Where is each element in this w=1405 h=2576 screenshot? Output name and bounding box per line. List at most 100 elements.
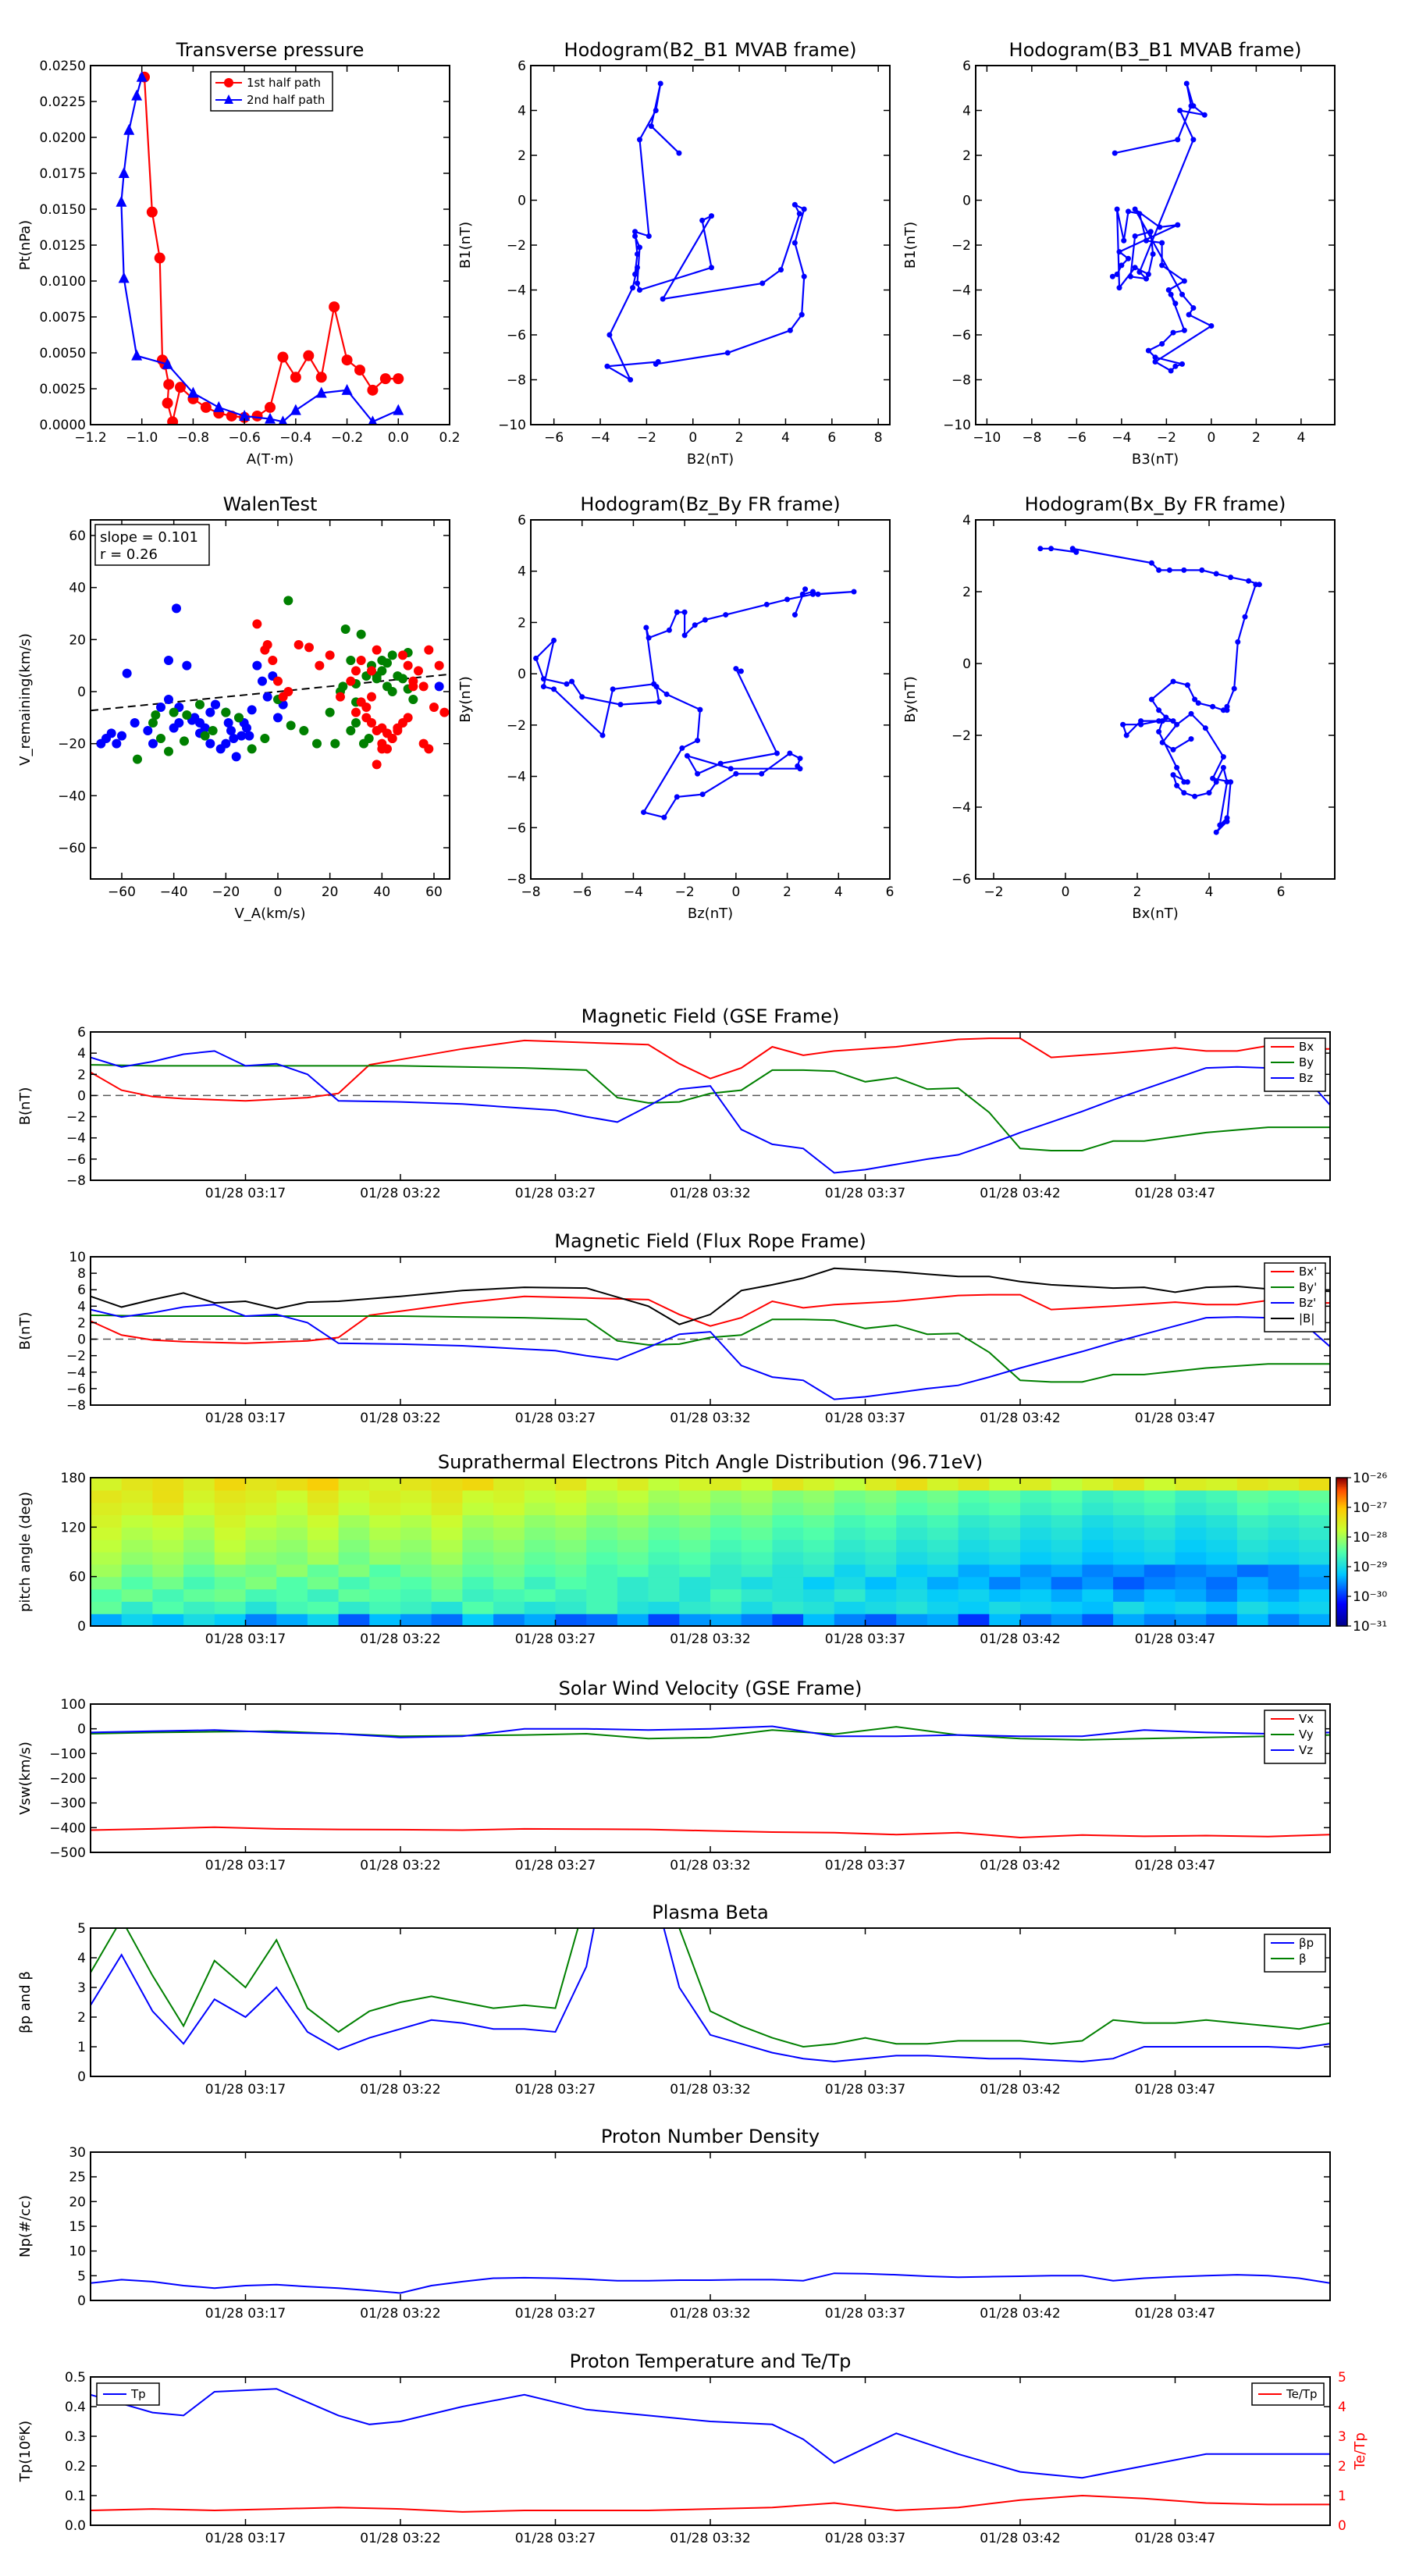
- colorbar-cell: [1336, 1615, 1347, 1618]
- y-tick-label: 2: [962, 585, 971, 600]
- y-tick-label: 0: [518, 667, 526, 682]
- heatmap-cell: [214, 1502, 247, 1516]
- y-tick-label: 2: [77, 1315, 86, 1331]
- marker-circle: [163, 379, 175, 390]
- y-tick-label: −4: [507, 770, 526, 785]
- heatmap-cell: [1144, 1478, 1176, 1491]
- y-tick-label: 30: [69, 2145, 86, 2161]
- y-axis-label: Pt(nPa): [17, 220, 34, 270]
- marker-circle: [175, 382, 186, 393]
- heatmap-cell: [338, 1489, 370, 1503]
- heatmap-cell: [617, 1601, 649, 1614]
- hodogram-point: [632, 233, 638, 239]
- x-tick-label: 01/28 03:32: [670, 2531, 750, 2546]
- x-tick-label: 40: [374, 884, 391, 900]
- heatmap-cell: [214, 1478, 247, 1491]
- scatter-point: [195, 699, 205, 710]
- scatter-point: [247, 705, 257, 715]
- heatmap-cell: [958, 1478, 990, 1491]
- heatmap-cell: [648, 1552, 680, 1565]
- scatter-point: [172, 603, 181, 614]
- legend-label: Bz': [1299, 1296, 1316, 1310]
- heatmap-cell: [896, 1589, 928, 1602]
- y-tick-label: 60: [69, 1570, 86, 1585]
- x-tick-label: 0: [1062, 884, 1070, 900]
- heatmap-cell: [307, 1489, 340, 1503]
- heatmap-cell: [1175, 1514, 1207, 1528]
- x-tick-label: 8: [874, 430, 883, 446]
- colorbar-cell: [1336, 1562, 1347, 1564]
- hodogram-point: [695, 770, 701, 777]
- plot-area: [1037, 546, 1262, 835]
- hodogram-point: [1168, 291, 1174, 297]
- heatmap-cell: [431, 1478, 463, 1491]
- x-tick-label: 01/28 03:47: [1135, 1858, 1215, 1873]
- y-tick-label: 120: [61, 1520, 86, 1535]
- hodogram-point: [646, 233, 652, 239]
- scatter-point: [382, 658, 392, 668]
- colorbar-cell: [1336, 1559, 1347, 1561]
- heatmap-cell: [1299, 1539, 1330, 1553]
- x-tick-label: 01/28 03:22: [360, 2306, 440, 2322]
- colorbar-cell: [1336, 1596, 1347, 1599]
- heatmap-cell: [865, 1514, 897, 1528]
- heatmap-cell: [555, 1527, 587, 1540]
- y-tick-label: 0.2: [65, 2459, 86, 2475]
- heatmap-cell: [555, 1489, 587, 1503]
- heatmap-cell: [276, 1478, 308, 1491]
- scatter-point: [336, 692, 345, 702]
- heatmap-cell: [91, 1514, 123, 1528]
- heatmap-cell: [524, 1478, 557, 1491]
- plot-frame: [530, 65, 891, 425]
- heatmap-cell: [1113, 1601, 1145, 1614]
- heatmap-cell: [648, 1502, 680, 1516]
- heatmap-cell: [121, 1539, 153, 1553]
- x-tick-label: 01/28 03:47: [1135, 1186, 1215, 1201]
- colorbar-cell: [1336, 1618, 1347, 1621]
- heatmap-cell: [307, 1478, 340, 1491]
- colorbar-cell: [1336, 1564, 1347, 1566]
- scatter-point: [273, 676, 283, 686]
- heatmap-cell: [431, 1601, 463, 1614]
- colorbar-cell: [1336, 1584, 1347, 1587]
- heatmap-cell: [927, 1564, 959, 1578]
- heatmap-cell: [834, 1539, 866, 1553]
- scatter-point: [180, 736, 189, 746]
- annotation-text: slope = 0.101: [100, 529, 198, 546]
- y-tick-label: 0: [962, 656, 971, 672]
- colorbar-cell: [1336, 1617, 1347, 1620]
- heatmap-cell: [1236, 1539, 1269, 1553]
- heatmap-cell: [772, 1489, 804, 1503]
- heatmap-cell: [741, 1514, 773, 1528]
- legend-label: By: [1299, 1055, 1314, 1069]
- y-tick-label: 3: [77, 1980, 86, 1996]
- marker-triangle: [341, 383, 353, 395]
- heatmap-cell: [1051, 1502, 1083, 1516]
- hodogram-point: [1220, 754, 1226, 760]
- colorbar-cell: [1336, 1514, 1347, 1517]
- heatmap-cell: [183, 1601, 215, 1614]
- heatmap-cell: [586, 1489, 618, 1503]
- heatmap-cell: [679, 1514, 711, 1528]
- heatmap-cell: [524, 1502, 557, 1516]
- heatmap-cell: [1082, 1601, 1114, 1614]
- heatmap-cell: [245, 1564, 277, 1578]
- heatmap-cell: [1268, 1478, 1300, 1491]
- y-tick-label: −6: [66, 1382, 86, 1397]
- heatmap-cell: [803, 1601, 835, 1614]
- heatmap-cell: [803, 1478, 835, 1491]
- y-tick-label: 1: [77, 2040, 86, 2055]
- heatmap-cell: [431, 1614, 463, 1626]
- heatmap-cell: [586, 1601, 618, 1614]
- heatmap-cell: [152, 1589, 184, 1602]
- heatmap-cell: [338, 1514, 370, 1528]
- panel-title: Magnetic Field (Flux Rope Frame): [554, 1230, 866, 1252]
- heatmap-cell: [803, 1539, 835, 1553]
- scatter-point: [346, 676, 356, 686]
- y-tick-label: 8: [77, 1266, 86, 1282]
- hodogram-point: [1170, 718, 1176, 724]
- heatmap-cell: [1020, 1576, 1052, 1590]
- hodogram-point: [1224, 818, 1230, 824]
- hodogram-point: [1181, 278, 1187, 284]
